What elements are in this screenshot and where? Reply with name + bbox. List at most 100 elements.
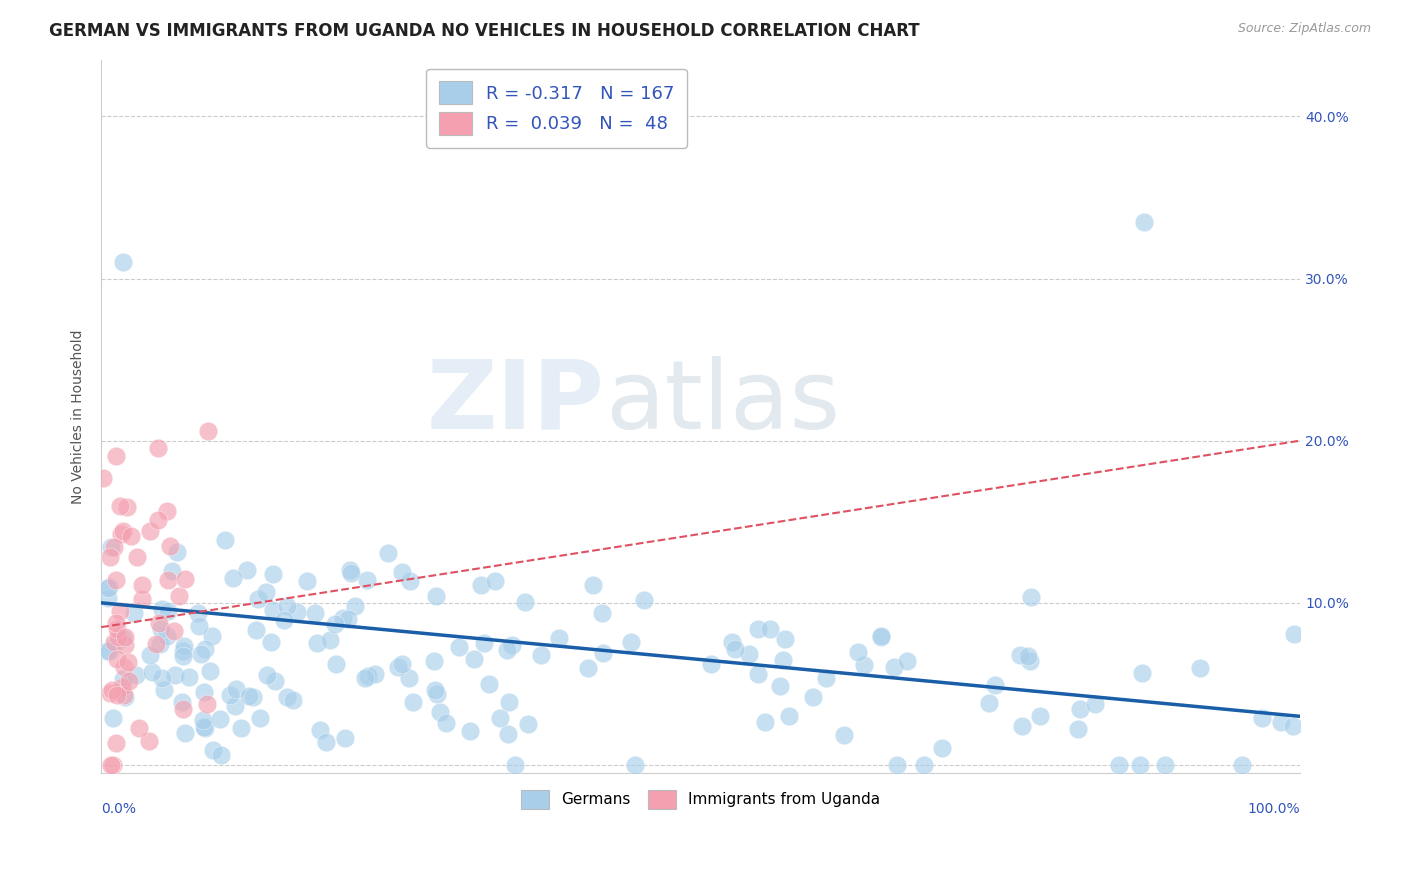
Point (139, 524, 162, 539)
Point (138, 734, 160, 748)
Point (276, 690, 298, 704)
Text: GERMAN VS IMMIGRANTS FROM UGANDA NO VEHICLES IN HOUSEHOLD CORRELATION CHART: GERMAN VS IMMIGRANTS FROM UGANDA NO VEHI… (49, 22, 920, 40)
Point (172, 644, 194, 658)
Point (896, 654, 918, 668)
Point (772, 653, 794, 667)
Point (325, 657, 347, 672)
Point (747, 623, 769, 637)
Point (111, 255, 134, 269)
Point (337, 612, 360, 626)
Point (256, 668, 278, 682)
Point (548, 631, 571, 645)
Point (100, 758, 122, 772)
Point (114, 630, 136, 644)
Point (127, 549, 149, 564)
Point (247, 591, 270, 606)
Point (103, 637, 125, 651)
Point (754, 715, 776, 730)
Point (333, 731, 356, 745)
Point (305, 636, 328, 650)
Point (1017, 648, 1039, 663)
Point (249, 711, 271, 725)
Point (591, 606, 613, 620)
Point (98, 686, 121, 700)
Point (343, 599, 366, 614)
Point (118, 673, 141, 688)
Point (172, 695, 194, 709)
Point (193, 720, 215, 734)
Point (1029, 709, 1052, 723)
Point (1232, 758, 1254, 772)
Point (163, 624, 186, 639)
Point (100, 540, 122, 554)
Point (801, 690, 824, 705)
Point (111, 524, 134, 538)
Point (778, 709, 800, 723)
Point (886, 758, 908, 772)
Point (472, 636, 495, 650)
Point (128, 721, 150, 735)
Point (245, 623, 267, 637)
Point (423, 654, 446, 668)
Point (117, 655, 139, 669)
Point (931, 741, 953, 756)
Point (1133, 215, 1156, 229)
Point (173, 640, 195, 654)
Point (177, 670, 200, 684)
Point (198, 665, 221, 679)
Point (157, 573, 180, 587)
Point (357, 669, 380, 683)
Point (238, 689, 260, 703)
Point (340, 566, 363, 580)
Y-axis label: No Vehicles in Household: No Vehicles in Household (72, 329, 86, 504)
Point (112, 672, 135, 686)
Point (167, 590, 190, 604)
Point (354, 671, 377, 685)
Point (229, 721, 252, 735)
Text: ZIP: ZIP (427, 356, 605, 449)
Point (773, 632, 796, 646)
Point (166, 545, 188, 559)
Point (1282, 626, 1305, 640)
Point (1084, 697, 1107, 711)
Point (815, 671, 838, 685)
Point (208, 712, 231, 726)
Point (323, 616, 346, 631)
Point (578, 661, 600, 675)
Point (276, 599, 298, 613)
Point (769, 679, 792, 693)
Point (398, 671, 420, 685)
Point (356, 573, 378, 587)
Point (157, 604, 180, 618)
Point (1108, 758, 1130, 772)
Point (145, 637, 167, 651)
Point (97, 591, 120, 606)
Point (148, 616, 170, 631)
Point (96, 644, 118, 658)
Point (201, 743, 224, 757)
Point (449, 640, 471, 654)
Point (225, 681, 247, 696)
Point (150, 671, 173, 685)
Point (105, 652, 128, 666)
Point (111, 631, 134, 645)
Point (1270, 714, 1292, 729)
Point (131, 578, 153, 592)
Point (115, 500, 138, 514)
Point (149, 622, 172, 636)
Point (103, 540, 125, 554)
Point (108, 500, 131, 514)
Point (498, 695, 520, 709)
Point (112, 660, 135, 674)
Point (108, 604, 131, 618)
Point (1132, 665, 1154, 680)
Point (724, 641, 747, 656)
Point (623, 758, 645, 772)
Point (262, 602, 284, 616)
Point (209, 747, 232, 762)
Point (1019, 591, 1042, 605)
Point (489, 711, 512, 725)
Point (478, 676, 501, 690)
Point (149, 638, 172, 652)
Point (1129, 758, 1152, 772)
